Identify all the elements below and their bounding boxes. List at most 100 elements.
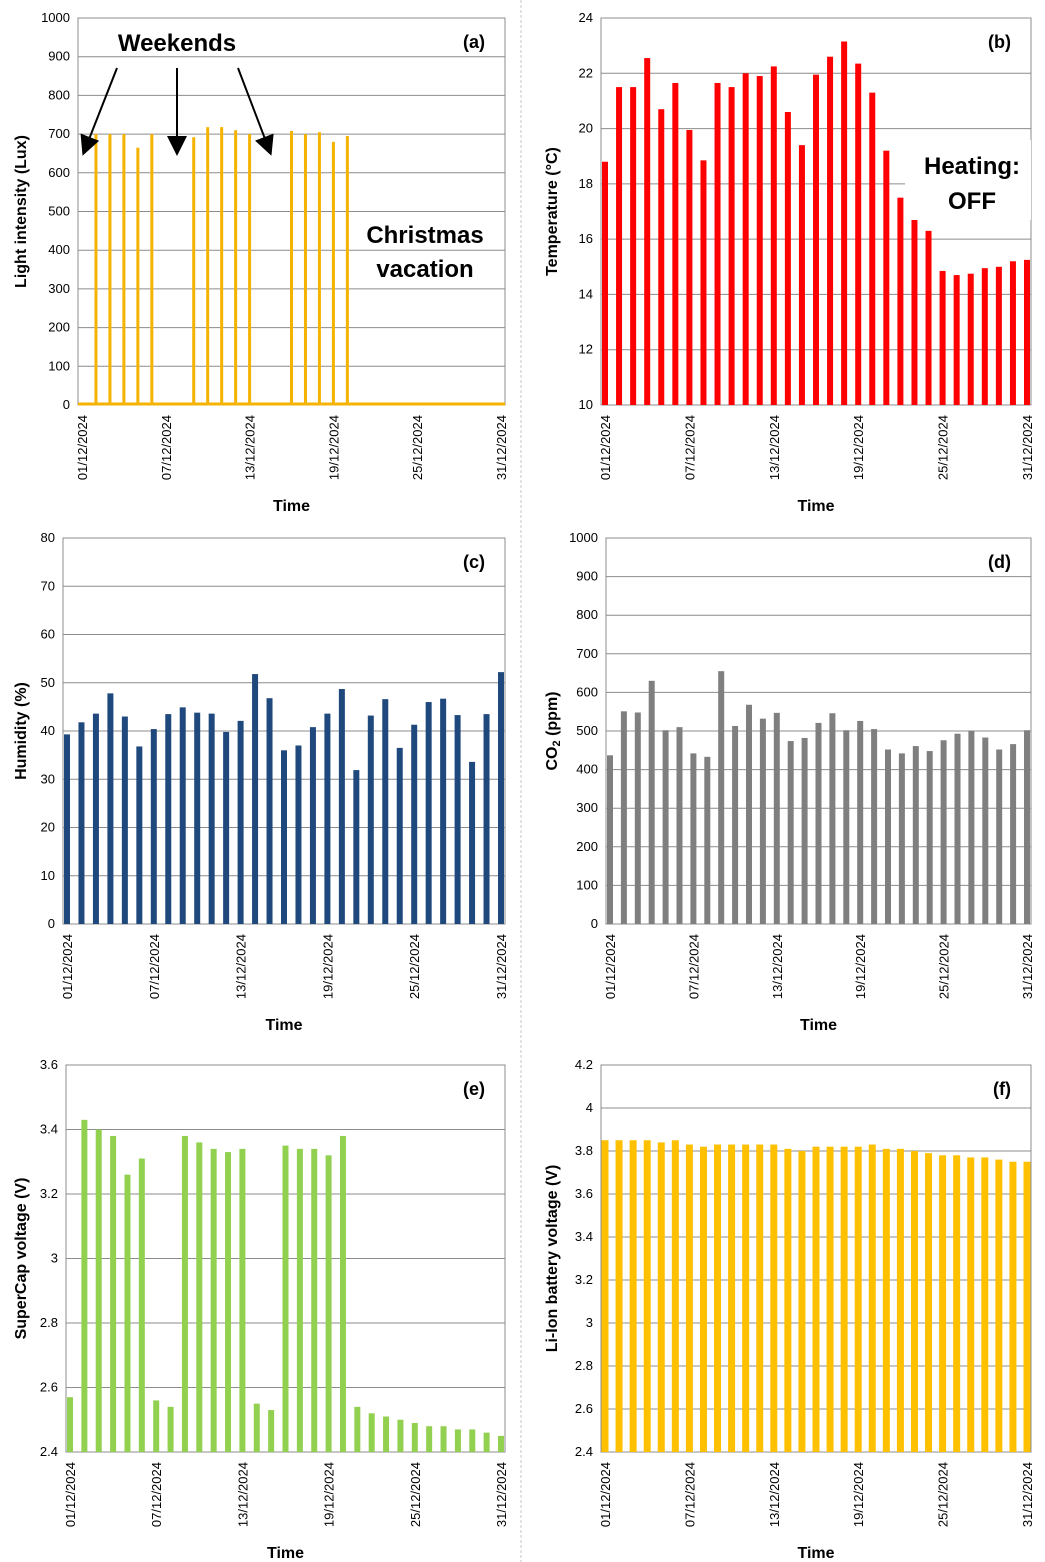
- bar: [714, 82, 721, 405]
- bar: [311, 1148, 318, 1452]
- bar: [303, 134, 307, 405]
- y-tick-label: 700: [576, 646, 598, 661]
- bar: [981, 268, 988, 405]
- y-tick-label: 10: [579, 397, 593, 412]
- bar: [840, 1146, 848, 1452]
- y-tick-label: 700: [48, 126, 70, 141]
- x-tick-label: 07/12/2024: [159, 415, 174, 480]
- bar: [1010, 744, 1017, 924]
- bar: [615, 1140, 623, 1452]
- x-tick-label: 19/12/2024: [320, 934, 335, 999]
- bar: [829, 713, 836, 924]
- bar: [746, 704, 752, 924]
- y-tick-label: 20: [579, 121, 593, 136]
- bar: [801, 737, 808, 924]
- bar: [354, 1406, 361, 1452]
- bar: [397, 1419, 404, 1452]
- x-tick-label: 25/12/2024: [936, 415, 951, 480]
- bar: [454, 715, 461, 924]
- bar: [995, 1159, 1003, 1452]
- bar: [92, 713, 99, 924]
- y-tick-label: 3.4: [40, 1122, 58, 1137]
- bar: [996, 749, 1003, 924]
- y-axis-title: Li-Ion battery voltage (V): [544, 1165, 561, 1353]
- x-tick-label: 31/12/2024: [1020, 415, 1035, 480]
- bar: [854, 1146, 862, 1452]
- x-axis-title: Time: [273, 498, 310, 515]
- bar: [671, 1140, 679, 1452]
- y-tick-label: 300: [48, 281, 70, 296]
- y-axis-title: CO2 (ppm): [544, 692, 563, 771]
- bar: [912, 746, 919, 924]
- bar: [1009, 261, 1016, 405]
- bar: [869, 92, 876, 405]
- y-tick-label: 900: [576, 569, 598, 584]
- y-tick-label: 12: [579, 342, 593, 357]
- bar: [939, 270, 946, 405]
- bar: [192, 137, 196, 406]
- annotation-background: [905, 140, 1031, 220]
- y-tick-label: 400: [48, 242, 70, 257]
- bar: [770, 1144, 778, 1452]
- bar: [826, 1146, 834, 1452]
- y-tick-label: 600: [48, 165, 70, 180]
- y-axis-title: Temperature (°C): [544, 147, 561, 276]
- bar: [827, 56, 834, 405]
- bar: [150, 729, 157, 924]
- bar: [925, 230, 932, 405]
- bar: [882, 1148, 890, 1452]
- y-tick-label: 50: [41, 675, 55, 690]
- bar: [252, 674, 259, 924]
- bar: [714, 1144, 722, 1452]
- bar: [440, 1426, 447, 1452]
- bar: [658, 109, 665, 405]
- x-tick-label: 13/12/2024: [767, 1462, 782, 1527]
- bar: [208, 713, 215, 924]
- x-tick-label: 19/12/2024: [851, 1462, 866, 1527]
- bar: [968, 730, 975, 924]
- y-tick-label: 22: [579, 65, 593, 80]
- x-tick-label: 25/12/2024: [936, 1462, 951, 1527]
- x-tick-label: 07/12/2024: [149, 1462, 164, 1527]
- bar: [770, 66, 777, 405]
- bar: [266, 698, 273, 924]
- y-tick-label: 3.2: [575, 1272, 593, 1287]
- bar: [345, 136, 349, 405]
- y-tick-label: 100: [576, 877, 598, 892]
- bar: [700, 160, 707, 405]
- y-tick-label: 3.8: [575, 1143, 593, 1158]
- x-tick-label: 19/12/2024: [322, 1462, 337, 1527]
- bar: [469, 761, 476, 924]
- bar: [690, 753, 697, 924]
- bar: [483, 1432, 490, 1452]
- x-tick-label: 25/12/2024: [937, 934, 952, 999]
- bar: [662, 730, 669, 924]
- bar: [1023, 1161, 1031, 1452]
- bar: [885, 749, 891, 924]
- y-tick-label: 3.6: [40, 1057, 58, 1072]
- y-tick-label: 2.6: [40, 1380, 58, 1395]
- bar: [897, 197, 904, 405]
- bar: [325, 1155, 332, 1452]
- y-tick-label: 40: [41, 723, 55, 738]
- bar: [353, 770, 360, 924]
- y-tick-label: 400: [576, 762, 598, 777]
- bar: [982, 737, 989, 924]
- y-tick-label: 2.8: [575, 1358, 593, 1373]
- bar: [630, 87, 637, 405]
- y-tick-label: 100: [48, 358, 70, 373]
- chart-panel-f: 2.4 2.6 2.8 3 3.2 3.4 3.6 3.8 4 4.2 01/12/2024 07/1…: [544, 1057, 1035, 1562]
- x-tick-label: 31/12/2024: [494, 934, 509, 999]
- bar: [248, 134, 252, 405]
- annotation-weekends: Weekends Christmas vacation: [80, 30, 484, 283]
- chart-panel-b: 10 12 14 16 18 20 22 24 01/12/2024 07/12/2024 13/1…: [544, 10, 1035, 515]
- bar: [995, 266, 1002, 405]
- bar: [699, 1146, 707, 1452]
- bar: [454, 1429, 461, 1452]
- bar: [616, 87, 623, 405]
- bar: [841, 41, 848, 405]
- y-tick-label: 2.4: [40, 1444, 58, 1459]
- x-axis-title: Time: [267, 1545, 304, 1562]
- bar: [338, 689, 345, 924]
- bar: [317, 132, 321, 406]
